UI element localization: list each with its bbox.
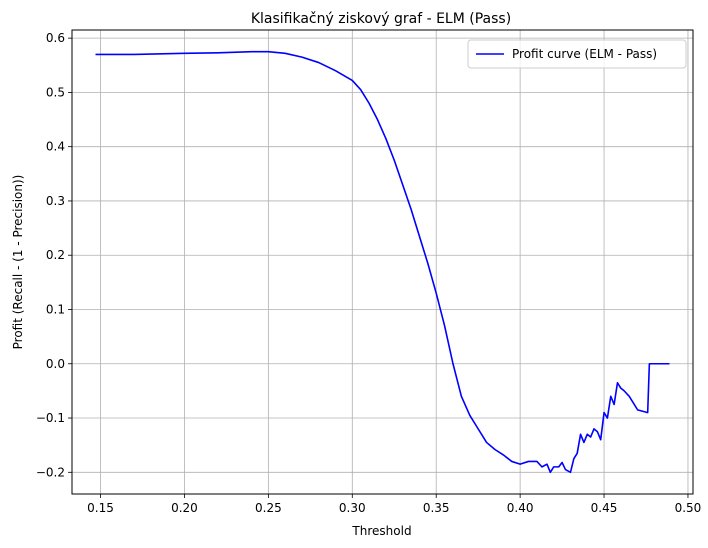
grid	[72, 30, 693, 494]
y-tick-label: 0.5	[46, 85, 65, 99]
y-axis: −0.2 −0.1 0.0 0.1 0.2 0.3 0.4 0.5 0.6	[36, 31, 72, 479]
x-tick-label: 0.30	[339, 501, 366, 515]
y-tick-label: 0.0	[46, 357, 65, 371]
y-tick-label: 0.6	[46, 31, 65, 45]
y-axis-label: Profit (Recall - (1 - Precision))	[11, 175, 25, 350]
plot-frame	[71, 29, 694, 495]
x-tick-label: 0.25	[255, 501, 282, 515]
series-line	[95, 50, 670, 474]
y-tick-label: 0.3	[46, 194, 65, 208]
x-axis-label: Threshold	[351, 524, 411, 538]
x-axis: 0.15 0.20 0.25 0.30 0.35 0.40 0.45 0.50	[87, 494, 701, 515]
legend-box	[467, 39, 687, 69]
y-tick-label: 0.2	[46, 248, 65, 262]
x-tick-label: 0.45	[591, 501, 618, 515]
x-tick-label: 0.15	[87, 501, 114, 515]
x-tick-label: 0.35	[423, 501, 450, 515]
legend: Profit curve (ELM - Pass)	[467, 39, 687, 69]
x-tick-label: 0.20	[171, 501, 198, 515]
y-tick-label: 0.1	[46, 302, 65, 316]
legend-label: Profit curve (ELM - Pass)	[512, 47, 657, 61]
y-tick-label: −0.1	[36, 411, 65, 425]
chart-title: Klasifikačný ziskový graf - ELM (Pass)	[251, 11, 511, 27]
x-tick-label: 0.40	[507, 501, 534, 515]
x-tick-label: 0.50	[675, 501, 702, 515]
y-tick-label: −0.2	[36, 465, 65, 479]
series-layer	[95, 50, 670, 474]
y-tick-label: 0.4	[46, 140, 65, 154]
